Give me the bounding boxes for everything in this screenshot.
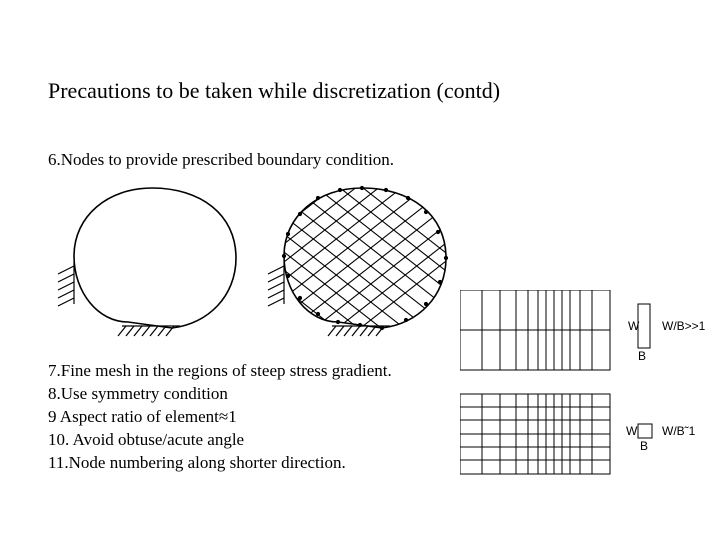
notes-list: 7.Fine mesh in the regions of steep stre… xyxy=(48,360,392,475)
aspect-ratio-figures: W B W/B>>1 xyxy=(460,290,720,490)
item-11: 11.Node numbering along shorter directio… xyxy=(48,452,392,475)
item-7: 7.Fine mesh in the regions of steep stre… xyxy=(48,360,392,383)
item-10: 10. Avoid obtuse/acute angle xyxy=(48,429,392,452)
aspect-bad-grid xyxy=(460,290,610,372)
label-W-good: W xyxy=(626,424,638,438)
aspect-good-element xyxy=(638,424,652,438)
mesh-lines xyxy=(238,178,468,348)
item-8: 8.Use symmetry condition xyxy=(48,383,392,406)
boundary-figures xyxy=(48,178,468,348)
label-ratio-bad: W/B>>1 xyxy=(662,319,706,333)
page-title: Precautions to be taken while discretiza… xyxy=(48,78,500,104)
label-B-good: B xyxy=(640,439,648,453)
item-9: 9 Aspect ratio of element≈1 xyxy=(48,406,392,429)
label-W-bad: W xyxy=(628,319,640,333)
aspect-bad-element xyxy=(638,304,650,348)
label-ratio-good: W/B˜1 xyxy=(662,424,696,438)
blob-outline-left xyxy=(58,188,236,336)
fixed-support-left xyxy=(58,262,74,306)
aspect-good-grid xyxy=(460,394,610,476)
item-6: 6.Nodes to provide prescribed boundary c… xyxy=(48,150,394,170)
fixed-support-left xyxy=(268,262,284,306)
blob-meshed-right xyxy=(238,178,468,348)
label-B-bad: B xyxy=(638,349,646,363)
